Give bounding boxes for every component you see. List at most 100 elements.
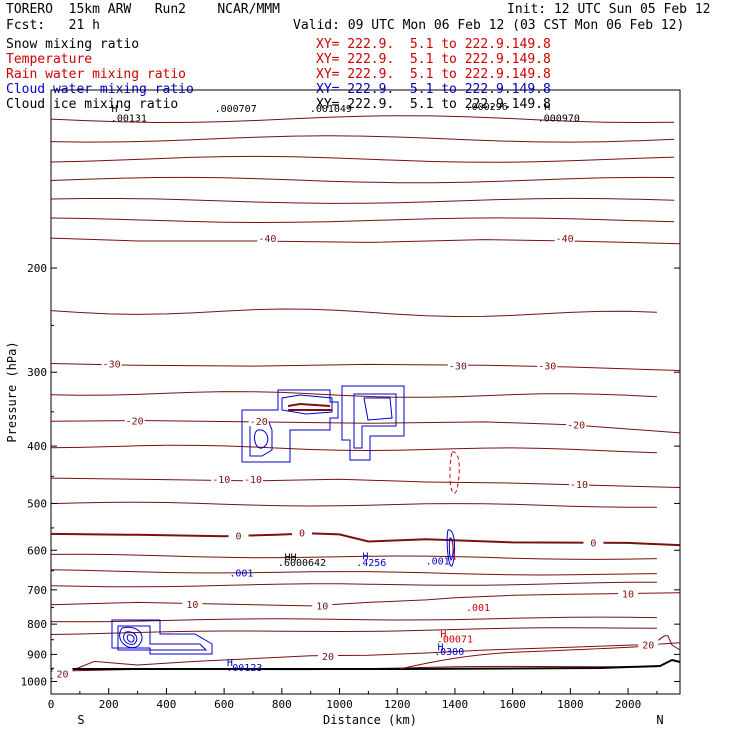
value-annotation: .001: [466, 603, 490, 614]
cloud-water-low-ring-2: [123, 631, 138, 645]
x-tick-label: 1800: [557, 698, 584, 711]
surface-red-line: [399, 635, 681, 670]
contour-label: -30: [449, 361, 467, 372]
upper-temp-contour: [50, 135, 675, 143]
contour-label: -40: [556, 234, 574, 245]
contour-label: 0: [590, 538, 596, 549]
contour-label-bg: [554, 232, 575, 244]
rain-water-column-lower: [451, 539, 456, 561]
value-annotation: H: [440, 630, 446, 641]
y-tick-label: 700: [27, 584, 47, 597]
temp-contour-10: [50, 592, 681, 607]
y-tick-label: 600: [27, 544, 47, 557]
plot-frame: [50, 89, 681, 695]
value-annotation: .0300: [434, 647, 464, 658]
upper-temp-contour: [50, 197, 675, 204]
value-annotation: .00071: [437, 635, 473, 646]
field-name-temperature: Temperature: [6, 52, 93, 67]
value-annotation: H: [227, 658, 233, 669]
contour-label-bg: [447, 359, 468, 371]
contour-label: -40: [258, 234, 276, 245]
field-name-snow: Snow mixing ratio: [6, 37, 140, 52]
temp-contour-intermediate: [50, 444, 657, 454]
x-tick-label: 800: [272, 698, 292, 711]
contour-label-bg: [312, 599, 333, 611]
value-annotation: .000707: [215, 104, 257, 115]
temp-contour-intermediate: [50, 616, 657, 623]
value-annotation: H: [438, 643, 444, 654]
contour-label-bg: [292, 526, 313, 538]
value-annotation: HH: [284, 552, 296, 563]
y-tick-label: 500: [27, 497, 47, 510]
model-title: TORERO 15km ARW Run2 NCAR/MMM: [6, 2, 280, 17]
temp-contour-intermediate: [50, 553, 657, 560]
contour-label: 10: [186, 600, 198, 611]
contour-label-bg: [618, 587, 639, 599]
contour-label-bg: [211, 473, 232, 485]
rain-water-contours: [287, 402, 460, 561]
y-tick-label: 1000: [21, 675, 48, 688]
value-annotation: H: [111, 104, 117, 115]
temp-contour-0: [50, 532, 681, 547]
contour-label-bg: [52, 667, 73, 679]
temp-contour-intermediate: [50, 308, 657, 318]
cloud-water-column: [446, 529, 456, 567]
temp-contour-m40: [50, 237, 681, 245]
value-annotation: .00131: [111, 113, 147, 124]
contour-label: -10: [570, 480, 588, 491]
contour-label-bg: [566, 418, 587, 430]
contour-label: -20: [250, 417, 268, 428]
value-annotation: H: [362, 552, 368, 563]
field-xy-temperature: XY= 222.9. 5.1 to 222.9.149.8: [316, 52, 551, 67]
cloud-water-region-mid: [281, 394, 333, 415]
contour-label-bg: [569, 478, 590, 490]
contour-label: 20: [642, 641, 654, 652]
upper-temp-contour: [50, 155, 675, 163]
temperature-contours: [50, 115, 681, 680]
x-tick-label: 600: [214, 698, 234, 711]
value-annotation: .001: [229, 569, 253, 580]
temp-contour-intermediate: [50, 501, 657, 508]
temp-contour-m30: [50, 363, 681, 371]
contour-label-bg: [228, 529, 249, 541]
x-tick-label: 1600: [499, 698, 526, 711]
cloud-water-low-mid: [117, 625, 208, 651]
y-tick-label: 800: [27, 618, 47, 631]
x-tick-label: 400: [156, 698, 176, 711]
temp-contour-20: [50, 642, 681, 680]
contour-label: 0: [236, 531, 242, 542]
rain-water-column-upper: [449, 451, 460, 494]
rain-water-zero-band: [287, 402, 331, 407]
y-axis-label: Pressure (hPa): [5, 341, 19, 442]
y-tick-label: 200: [27, 262, 47, 275]
contour-label-bg: [182, 598, 203, 610]
x-tick-label: 200: [99, 698, 119, 711]
cloud-water-low-ring-1: [119, 626, 143, 648]
contour-label: -10: [244, 475, 262, 486]
valid-time: Valid: 09 UTC Mon 06 Feb 12 (03 CST Mon …: [293, 18, 685, 33]
x-axis-ticks: 0 200 400 600 800 1000 1200 1400 1600 1800 2000: [48, 688, 658, 711]
field-name-cloud-ice: Cloud ice mixing ratio: [6, 97, 179, 112]
contour-label-bg: [242, 473, 263, 485]
start-label: S: [77, 713, 84, 727]
value-annotation: .6000642: [278, 558, 326, 569]
contour-label-bg: [537, 359, 558, 371]
upper-temp-contour: [50, 176, 675, 184]
value-annotation: .000970: [538, 113, 580, 124]
contour-label-bg: [317, 649, 338, 661]
contour-label-bg: [124, 414, 145, 426]
cloud-water-region-east: [341, 385, 405, 461]
x-tick-label: 2000: [615, 698, 642, 711]
value-annotation: .4256: [356, 558, 386, 569]
x-tick-label: 1200: [384, 698, 411, 711]
y-tick-label: 900: [27, 648, 47, 661]
contour-label: -20: [126, 416, 144, 427]
contour-label: 0: [299, 529, 305, 540]
upper-temp-contour: [50, 217, 675, 224]
cloud-water-low-ring-3: [126, 634, 135, 643]
x-tick-label: 0: [48, 698, 55, 711]
temp-contour-m10: [50, 477, 681, 488]
field-xy-cloud-ice: XY= 222.9. 5.1 to 222.9.149.8: [316, 97, 551, 112]
value-annotation: H: [544, 102, 550, 113]
